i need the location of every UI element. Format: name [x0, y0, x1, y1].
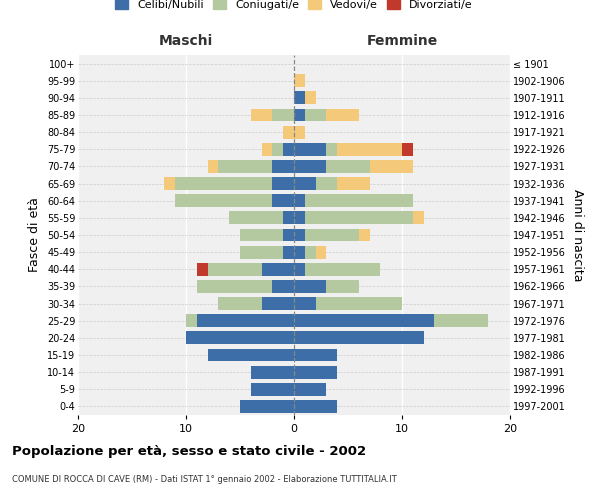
Bar — [294, 297, 316, 310]
Bar — [218, 160, 272, 173]
Y-axis label: Fasce di età: Fasce di età — [28, 198, 41, 272]
Bar — [294, 383, 326, 396]
Bar — [316, 177, 337, 190]
Bar — [186, 332, 294, 344]
Bar — [305, 212, 413, 224]
Bar — [294, 348, 337, 362]
Bar — [283, 212, 294, 224]
Bar — [294, 92, 305, 104]
Bar — [294, 280, 326, 293]
Bar — [272, 143, 283, 156]
Bar — [434, 314, 488, 327]
Bar — [218, 297, 262, 310]
Bar — [294, 246, 305, 258]
Bar — [240, 246, 283, 258]
Bar — [272, 177, 294, 190]
Bar — [229, 212, 283, 224]
Bar — [294, 126, 305, 138]
Bar — [326, 280, 359, 293]
Bar — [272, 194, 294, 207]
Bar — [272, 108, 294, 122]
Bar — [283, 246, 294, 258]
Bar — [326, 108, 359, 122]
Bar — [262, 143, 272, 156]
Legend: Celibi/Nubili, Coniugati/e, Vedovi/e, Divorziati/e: Celibi/Nubili, Coniugati/e, Vedovi/e, Di… — [112, 0, 476, 14]
Bar — [305, 228, 359, 241]
Bar — [294, 177, 316, 190]
Bar — [294, 228, 305, 241]
Bar — [294, 263, 305, 276]
Bar — [305, 263, 380, 276]
Bar — [294, 194, 305, 207]
Bar — [262, 263, 294, 276]
Bar — [326, 143, 337, 156]
Bar — [316, 246, 326, 258]
Text: Femmine: Femmine — [367, 34, 437, 48]
Bar — [294, 74, 305, 87]
Text: Maschi: Maschi — [159, 34, 213, 48]
Text: Popolazione per età, sesso e stato civile - 2002: Popolazione per età, sesso e stato civil… — [12, 445, 366, 458]
Bar — [305, 108, 326, 122]
Bar — [337, 143, 402, 156]
Bar — [251, 383, 294, 396]
Bar — [272, 160, 294, 173]
Bar — [305, 92, 316, 104]
Bar — [294, 314, 434, 327]
Bar — [272, 280, 294, 293]
Text: COMUNE DI ROCCA DI CAVE (RM) - Dati ISTAT 1° gennaio 2002 - Elaborazione TUTTITA: COMUNE DI ROCCA DI CAVE (RM) - Dati ISTA… — [12, 475, 397, 484]
Bar — [316, 297, 402, 310]
Bar — [283, 143, 294, 156]
Bar — [262, 297, 294, 310]
Bar — [251, 366, 294, 378]
Y-axis label: Anni di nascita: Anni di nascita — [571, 188, 584, 281]
Bar — [294, 212, 305, 224]
Bar — [208, 263, 262, 276]
Bar — [197, 263, 208, 276]
Bar — [294, 108, 305, 122]
Bar — [164, 177, 175, 190]
Bar — [294, 332, 424, 344]
Bar — [337, 177, 370, 190]
Bar — [305, 194, 413, 207]
Bar — [283, 228, 294, 241]
Bar — [326, 160, 370, 173]
Bar — [305, 246, 316, 258]
Bar — [413, 212, 424, 224]
Bar — [208, 160, 218, 173]
Bar — [240, 228, 283, 241]
Bar — [175, 194, 272, 207]
Bar — [359, 228, 370, 241]
Bar — [294, 160, 326, 173]
Bar — [186, 314, 197, 327]
Bar — [402, 143, 413, 156]
Bar — [370, 160, 413, 173]
Bar — [294, 400, 337, 413]
Bar — [197, 280, 272, 293]
Bar — [251, 108, 272, 122]
Bar — [294, 143, 326, 156]
Bar — [208, 348, 294, 362]
Bar — [175, 177, 272, 190]
Bar — [197, 314, 294, 327]
Bar — [240, 400, 294, 413]
Bar — [283, 126, 294, 138]
Bar — [294, 366, 337, 378]
